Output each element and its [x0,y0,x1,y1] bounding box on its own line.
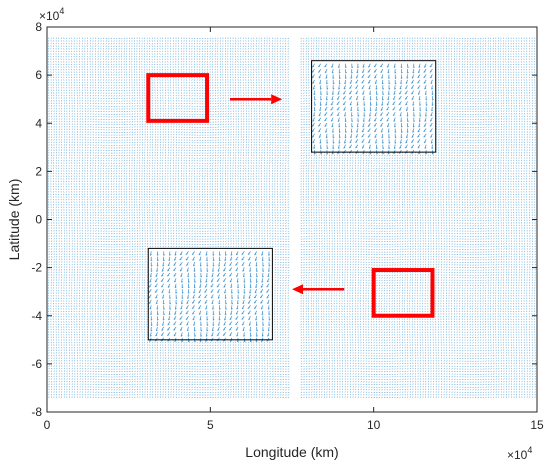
x-tick-label: 10 [367,418,381,432]
zoom-upper-right-arrows [311,63,434,155]
y-tick-label: 2 [35,164,42,178]
y-exponent-power: 4 [59,6,64,16]
zoom-lower-left-arrows [148,251,271,343]
x-tick-label: 0 [44,418,51,432]
y-tick-label: -6 [31,357,42,371]
zoom-upper-right [311,60,437,153]
zoom-upper-right-background [311,60,436,153]
y-tick-label: -4 [31,309,42,323]
y-ticks: -8 -6 -4 -2 0 2 4 6 8 [31,20,537,419]
y-tick-label: 8 [35,20,42,34]
field-arrows [47,37,537,399]
x-axis-label: Longitude (km) [245,444,338,460]
x-exponent-base: ×10 [507,448,528,462]
x-tick-label: 15 [530,418,544,432]
arrow-left [292,284,345,295]
vector-field [47,37,537,399]
x-exponent-power: 4 [527,445,532,455]
y-axis-label: Latitude (km) [6,179,22,261]
y-tick-label: 6 [35,68,42,82]
y-exponent-base: ×10 [39,9,60,23]
arrow-right [229,94,283,105]
x-exponent-label: ×104 [507,445,532,462]
arrows [229,94,345,295]
y-tick-label: -2 [31,261,42,275]
zoom-lower-left [147,247,273,341]
y-exponent-label: ×104 [39,6,64,23]
arrow-left-head [292,284,303,295]
zoom-lower-left-background [148,248,273,340]
zoom-boxes [147,60,437,343]
source-upper-left [146,73,210,123]
source-lower-right [371,268,435,318]
x-ticks: 0 5 10 15 [44,27,544,432]
x-tick-label: 5 [207,418,214,432]
y-tick-label: 4 [35,116,42,130]
y-tick-label: 0 [35,213,42,227]
arrow-right-head [271,94,283,105]
y-tick-label: -8 [31,405,42,419]
highlight-boxes [146,73,435,318]
